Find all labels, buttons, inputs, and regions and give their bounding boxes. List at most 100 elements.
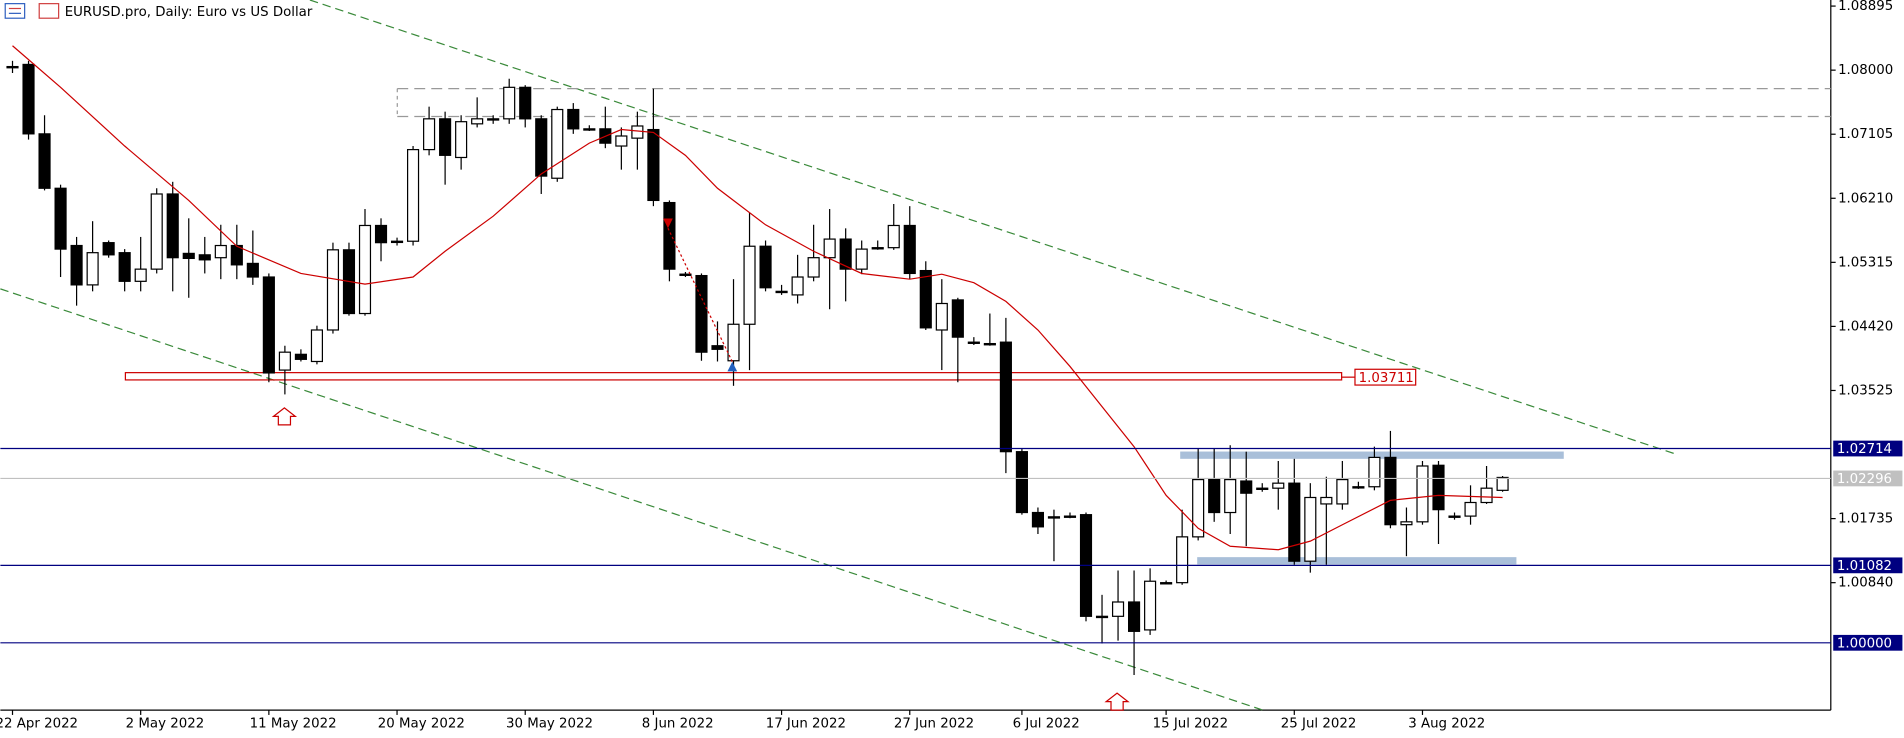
toolbar-icon[interactable] — [38, 3, 60, 19]
level-label-box — [1833, 557, 1903, 574]
candle-body — [455, 121, 468, 159]
candle-body — [583, 128, 596, 131]
candle-body — [503, 86, 516, 120]
candle-body — [535, 118, 548, 177]
candle-body — [1256, 487, 1269, 491]
toolbar-icon[interactable] — [4, 3, 26, 19]
candle-body — [1095, 615, 1109, 619]
x-tick-label: 20 May 2022 — [378, 716, 465, 731]
candle-body — [6, 65, 19, 69]
candle-body — [903, 224, 916, 275]
candle-body — [1272, 482, 1285, 489]
x-tick-label: 22 Apr 2022 — [0, 716, 78, 731]
candle-body — [150, 193, 163, 270]
candle-body — [1176, 536, 1189, 584]
candle-body — [647, 128, 660, 202]
plot — [6, 45, 1509, 676]
candle-body — [358, 224, 372, 315]
candle-body — [1368, 456, 1381, 488]
candle-body — [214, 244, 227, 259]
trade-line — [667, 227, 733, 362]
x-tick-label: 8 Jun 2022 — [642, 716, 714, 731]
candle-body — [1384, 456, 1397, 526]
candle-body — [1240, 480, 1253, 494]
candle-body — [951, 299, 964, 338]
candle-body — [1288, 482, 1301, 562]
candle-body — [1015, 451, 1028, 514]
candle-body — [999, 341, 1012, 453]
y-tick-label: 1.00840 — [1838, 576, 1893, 591]
support-label: 1.03711 — [1359, 371, 1414, 386]
x-tick-label: 15 Jul 2022 — [1153, 716, 1229, 731]
candle-body — [471, 118, 484, 125]
level-label: 1.02296 — [1837, 472, 1892, 487]
candle-body — [983, 342, 996, 346]
resistance-zone — [1180, 451, 1564, 459]
y-tick-label: 1.08000 — [1838, 63, 1893, 78]
candle-body — [22, 63, 35, 135]
candle-body — [1320, 496, 1333, 505]
x-tick-label: 2 May 2022 — [126, 716, 205, 731]
channel-line — [0, 288, 1263, 711]
chart-title: EURUSD.pro, Daily: Euro vs US Dollar — [65, 5, 313, 20]
candle-body — [855, 248, 868, 270]
y-tick-label: 1.01735 — [1838, 512, 1893, 527]
level-label-box — [1833, 470, 1903, 487]
candle-body — [182, 252, 195, 260]
candle-body — [1144, 580, 1157, 631]
candle-body — [70, 244, 83, 286]
sell-arrow — [663, 218, 673, 229]
candle-body — [1031, 511, 1045, 528]
y-tick-label: 1.04420 — [1838, 319, 1893, 334]
level-label: 1.01082 — [1837, 559, 1892, 574]
x-tick-label: 11 May 2022 — [250, 716, 337, 731]
candle-body — [1448, 515, 1461, 518]
up-arrow — [271, 407, 298, 426]
candle-body — [551, 108, 564, 179]
candle-body — [1480, 487, 1493, 504]
candle-body — [1160, 582, 1173, 585]
candle-body — [823, 238, 836, 259]
candle-body — [615, 135, 628, 147]
level-label: 1.02714 — [1837, 442, 1892, 457]
candle-body — [743, 245, 756, 325]
candle-body — [262, 276, 275, 374]
candle-body — [1208, 478, 1221, 514]
candle-body — [278, 351, 291, 371]
buy-arrow — [727, 361, 738, 372]
candle-body — [711, 345, 724, 350]
candle-body — [310, 329, 324, 363]
candle-body — [1192, 478, 1205, 538]
x-tick-label: 17 Jun 2022 — [766, 716, 846, 731]
level-label-box — [1833, 440, 1903, 457]
candle-body — [1128, 601, 1141, 632]
candle-body — [1352, 486, 1365, 489]
candle-body — [1047, 516, 1061, 519]
candle-body — [935, 302, 948, 331]
y-tick-label: 1.07105 — [1838, 127, 1893, 142]
candle-body — [423, 118, 436, 151]
candle-body — [487, 118, 500, 121]
channel-line — [309, 0, 1676, 455]
candle-body — [1304, 496, 1317, 562]
x-tick-label: 27 Jun 2022 — [894, 716, 974, 731]
candle-body — [374, 224, 388, 244]
candle-body — [1432, 464, 1445, 511]
y-tick-label: 1.03525 — [1838, 383, 1893, 398]
candle-body — [807, 257, 820, 278]
x-tick-label: 6 Jul 2022 — [1013, 716, 1080, 731]
candle-body — [1224, 478, 1237, 514]
candle-body — [519, 86, 532, 120]
candle-body — [887, 224, 900, 249]
candle-body — [871, 247, 884, 250]
candle-body — [38, 133, 51, 189]
candle-body — [775, 290, 788, 294]
candle-body — [1416, 465, 1429, 523]
candle-body — [439, 118, 452, 156]
candle-body — [1400, 521, 1413, 526]
candle-body — [1336, 478, 1349, 505]
candle-body — [406, 148, 420, 242]
x-tick-label: 25 Jul 2022 — [1281, 716, 1357, 731]
support-zone-blue — [1197, 557, 1517, 565]
